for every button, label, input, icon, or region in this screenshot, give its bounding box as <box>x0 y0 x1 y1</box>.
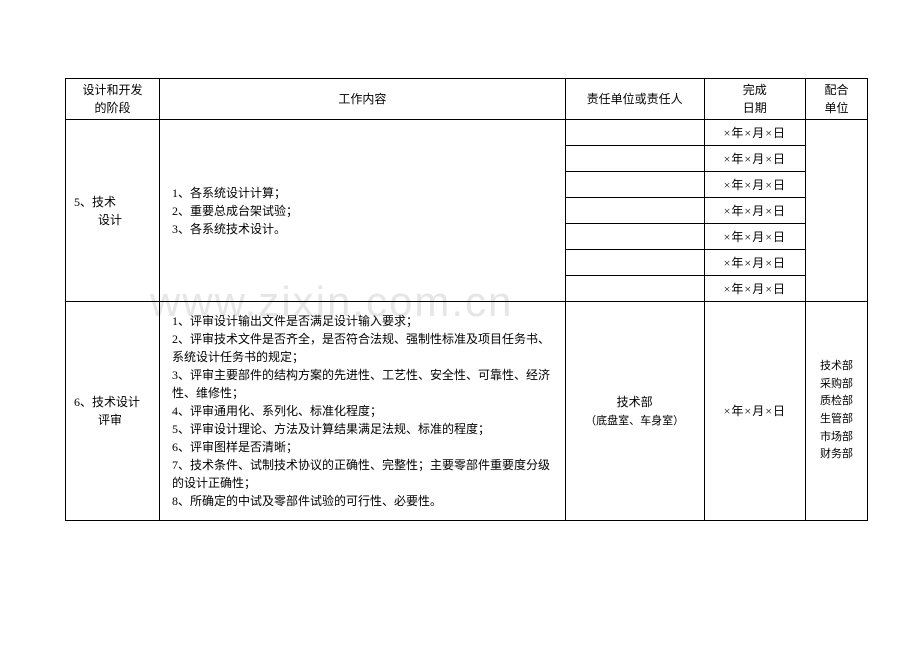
stage-5-resp-0 <box>565 120 704 146</box>
stage-5-resp-2 <box>565 172 704 198</box>
stage-6-work: 1、评审设计输出文件是否满足设计输入要求； 2、评审技术文件是否齐全，是否符合法… <box>159 302 565 521</box>
stage-6-label: 6、技术设计 评审 <box>66 302 160 521</box>
stage-5-resp-1 <box>565 146 704 172</box>
stage-6-resp-sub: （底盘室、车身室） <box>585 415 684 427</box>
page-container: 设计和开发 的阶段 工作内容 责任单位或责任人 完成 日期 配合 单位 5、技术… <box>65 78 868 521</box>
header-stage: 设计和开发 的阶段 <box>66 79 160 120</box>
table-row: 5、技术 设计 1、各系统设计计算； 2、重要总成台架试验； 3、各系统技术设计… <box>66 120 868 146</box>
header-cooperate: 配合 单位 <box>806 79 868 120</box>
header-responsible: 责任单位或责任人 <box>565 79 704 120</box>
stage-5-coop <box>806 120 868 302</box>
stage-5-resp-3 <box>565 198 704 224</box>
stage-5-date-2: ×年×月×日 <box>704 172 805 198</box>
stage-5-resp-6 <box>565 276 704 302</box>
stage-5-date-5: ×年×月×日 <box>704 250 805 276</box>
stage-5-date-6: ×年×月×日 <box>704 276 805 302</box>
stage-5-date-4: ×年×月×日 <box>704 224 805 250</box>
header-work: 工作内容 <box>159 79 565 120</box>
stage-5-work: 1、各系统设计计算； 2、重要总成台架试验； 3、各系统技术设计。 <box>159 120 565 302</box>
stage-5-resp-5 <box>565 250 704 276</box>
stage-6-date: ×年×月×日 <box>704 302 805 521</box>
stage-6-coop: 技术部 采购部 质检部 生管部 市场部 财务部 <box>806 302 868 521</box>
header-row: 设计和开发 的阶段 工作内容 责任单位或责任人 完成 日期 配合 单位 <box>66 79 868 120</box>
stage-5-date-1: ×年×月×日 <box>704 146 805 172</box>
stage-6-resp: 技术部 （底盘室、车身室） <box>565 302 704 521</box>
stage-5-label: 5、技术 设计 <box>66 120 160 302</box>
design-phase-table: 设计和开发 的阶段 工作内容 责任单位或责任人 完成 日期 配合 单位 5、技术… <box>65 78 868 521</box>
header-date: 完成 日期 <box>704 79 805 120</box>
stage-5-resp-4 <box>565 224 704 250</box>
table-row: 6、技术设计 评审 1、评审设计输出文件是否满足设计输入要求； 2、评审技术文件… <box>66 302 868 521</box>
stage-5-date-3: ×年×月×日 <box>704 198 805 224</box>
stage-6-resp-main: 技术部 <box>617 395 653 409</box>
stage-5-date-0: ×年×月×日 <box>704 120 805 146</box>
